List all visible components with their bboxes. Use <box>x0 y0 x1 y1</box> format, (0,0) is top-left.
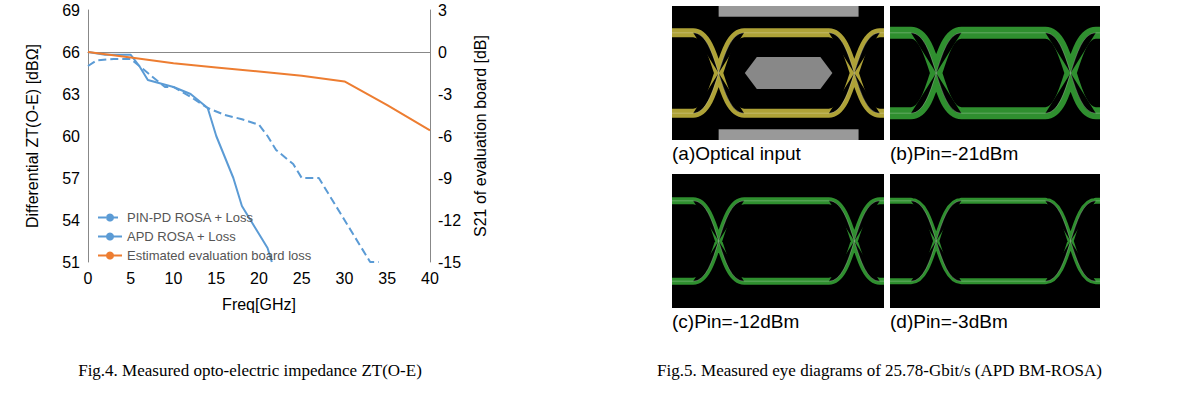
svg-text:0: 0 <box>438 44 447 61</box>
svg-text:-9: -9 <box>438 170 452 187</box>
svg-text:-6: -6 <box>438 128 452 145</box>
svg-text:PIN-PD ROSA + Loss: PIN-PD ROSA + Loss <box>127 210 254 225</box>
html-text:Fig.5. Measured eye diagrams o: Fig.5. Measured eye diagrams of 25.78-Gb… <box>657 361 1102 380</box>
html-text:(a)Optical input: (a)Optical input <box>672 143 801 164</box>
svg-text:5: 5 <box>126 270 135 287</box>
svg-text:Freq[GHz]: Freq[GHz] <box>222 296 296 313</box>
svg-text:66: 66 <box>62 44 80 61</box>
html-text:(c)Pin=-12dBm: (c)Pin=-12dBm <box>672 311 800 332</box>
html-text:Fig.4. Measured opto-electric: Fig.4. Measured opto-electric impedance … <box>78 361 422 380</box>
svg-text:40: 40 <box>421 270 439 287</box>
html-text:(b)Pin=-21dBm: (b)Pin=-21dBm <box>890 143 1019 164</box>
svg-text:-15: -15 <box>438 254 461 271</box>
svg-text:25: 25 <box>293 270 311 287</box>
svg-text:APD ROSA + Loss: APD ROSA + Loss <box>127 229 236 244</box>
svg-text:51: 51 <box>62 254 80 271</box>
svg-text:35: 35 <box>378 270 396 287</box>
svg-text:20: 20 <box>250 270 268 287</box>
svg-text:57: 57 <box>62 170 80 187</box>
html-text:(d)Pin=-3dBm: (d)Pin=-3dBm <box>890 311 1008 332</box>
svg-text:3: 3 <box>438 2 447 19</box>
svg-text:60: 60 <box>62 128 80 145</box>
svg-text:15: 15 <box>207 270 225 287</box>
svg-text:-3: -3 <box>438 86 452 103</box>
svg-text:10: 10 <box>165 270 183 287</box>
svg-text:69: 69 <box>62 2 80 19</box>
svg-text:Differential ZT(O-E) [dBΩ]: Differential ZT(O-E) [dBΩ] <box>24 44 41 228</box>
svg-text:54: 54 <box>62 212 80 229</box>
svg-text:-12: -12 <box>438 212 461 229</box>
svg-text:0: 0 <box>84 270 93 287</box>
svg-text:30: 30 <box>336 270 354 287</box>
svg-text:S21 of evaluation board [dB]: S21 of evaluation board [dB] <box>472 35 489 237</box>
svg-text:63: 63 <box>62 86 80 103</box>
svg-text:Estimated evaluation board los: Estimated evaluation board loss <box>127 248 312 263</box>
